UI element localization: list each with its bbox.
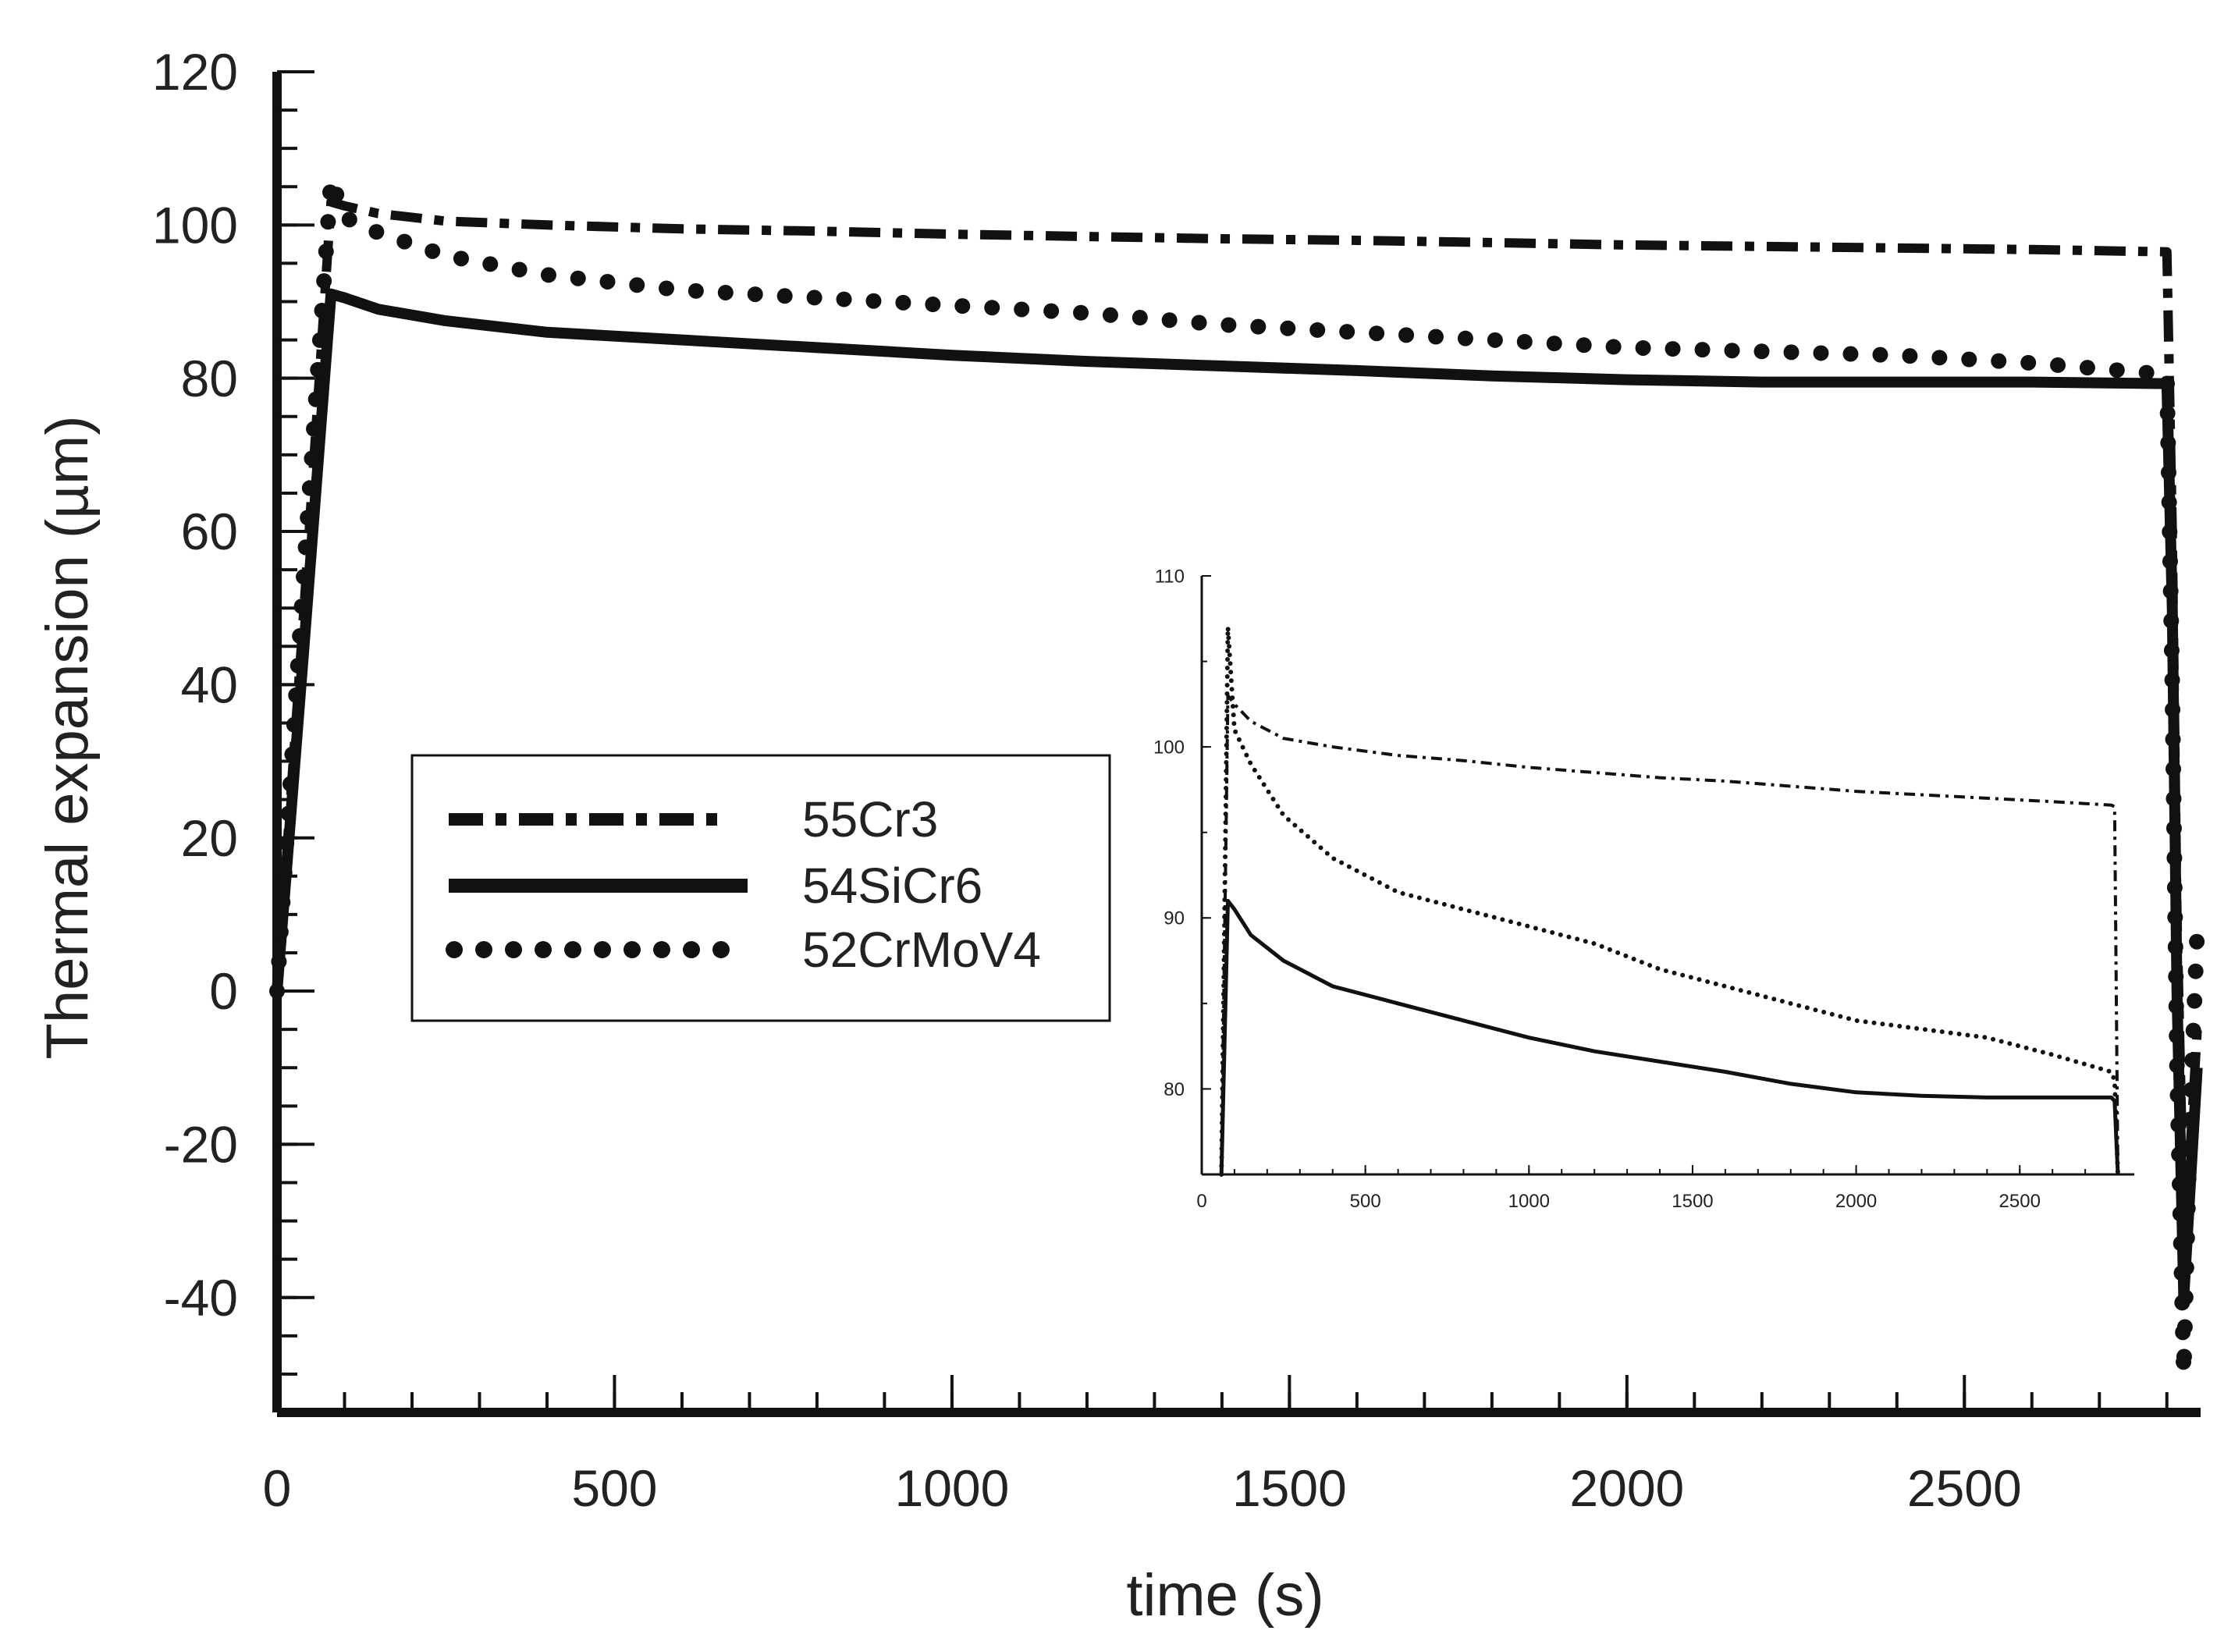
main-series-54sicr6 bbox=[272, 288, 2203, 1303]
inset-y-tick-label: 90 bbox=[1164, 908, 1185, 929]
x-axis-title: time (s) bbox=[1126, 1562, 1323, 1629]
inset-x-tick-label: 0 bbox=[1196, 1191, 1206, 1212]
main-y-tick-label: 20 bbox=[181, 809, 238, 867]
main-x-tick-label: 2000 bbox=[1569, 1459, 1684, 1517]
y-axis-title: Thermal expansion (µm) bbox=[34, 415, 101, 1059]
inset-y-tick-label: 100 bbox=[1153, 737, 1185, 758]
inset-series bbox=[1219, 624, 2120, 1177]
legend-label-55cr3: 55Cr3 bbox=[802, 791, 938, 847]
inset-series-54sicr6 bbox=[1219, 898, 2120, 1175]
main-y-tick-label: 0 bbox=[209, 962, 238, 1020]
main-y-tick-label: -40 bbox=[164, 1269, 238, 1327]
legend-label-54sicr6: 54SiCr6 bbox=[802, 858, 982, 914]
main-y-tick-label: 120 bbox=[152, 43, 238, 101]
inset-x-tick-label: 1000 bbox=[1508, 1191, 1550, 1212]
main-y-tick-label: 60 bbox=[181, 503, 238, 560]
inset-y-tick-label: 110 bbox=[1155, 566, 1185, 587]
main-y-tick-label: 100 bbox=[152, 196, 238, 254]
main-series-52crmov4 bbox=[269, 171, 2205, 1382]
legend: 55Cr3 54SiCr6 52CrMoV4 bbox=[410, 754, 1111, 1022]
inset-plot: 110 100 90 80 0 500 1000 1500 2000 2500 bbox=[1153, 566, 2134, 1212]
main-y-tick-label: 40 bbox=[181, 655, 238, 713]
inset-axes bbox=[1200, 575, 2134, 1176]
main-y-tick-label: 80 bbox=[181, 350, 238, 407]
inset-x-tick-label: 2000 bbox=[1835, 1191, 1877, 1212]
inset-y-tick-label: 80 bbox=[1164, 1079, 1185, 1100]
inset-series-55cr3 bbox=[1220, 694, 2119, 1175]
inset-x-tick-label: 500 bbox=[1350, 1191, 1381, 1212]
inset-series-52crmov4 bbox=[1219, 624, 2120, 1177]
main-axes bbox=[272, 70, 2201, 1417]
main-x-tick-label: 500 bbox=[571, 1459, 657, 1517]
inset-x-tick-label: 1500 bbox=[1672, 1191, 1713, 1212]
main-x-tick-label: 0 bbox=[263, 1459, 292, 1517]
main-series bbox=[269, 171, 2205, 1382]
main-y-tick-label: -20 bbox=[164, 1116, 238, 1174]
inset-x-tick-label: 2500 bbox=[1999, 1191, 2041, 1212]
main-x-tick-label: 1500 bbox=[1232, 1459, 1347, 1517]
legend-label-52crmov4: 52CrMoV4 bbox=[802, 922, 1041, 978]
main-x-tick-label: 2500 bbox=[1907, 1459, 2022, 1517]
main-x-tick-label: 1000 bbox=[894, 1459, 1009, 1517]
inset-tick-labels: 110 100 90 80 0 500 1000 1500 2000 2500 bbox=[1153, 566, 2041, 1212]
